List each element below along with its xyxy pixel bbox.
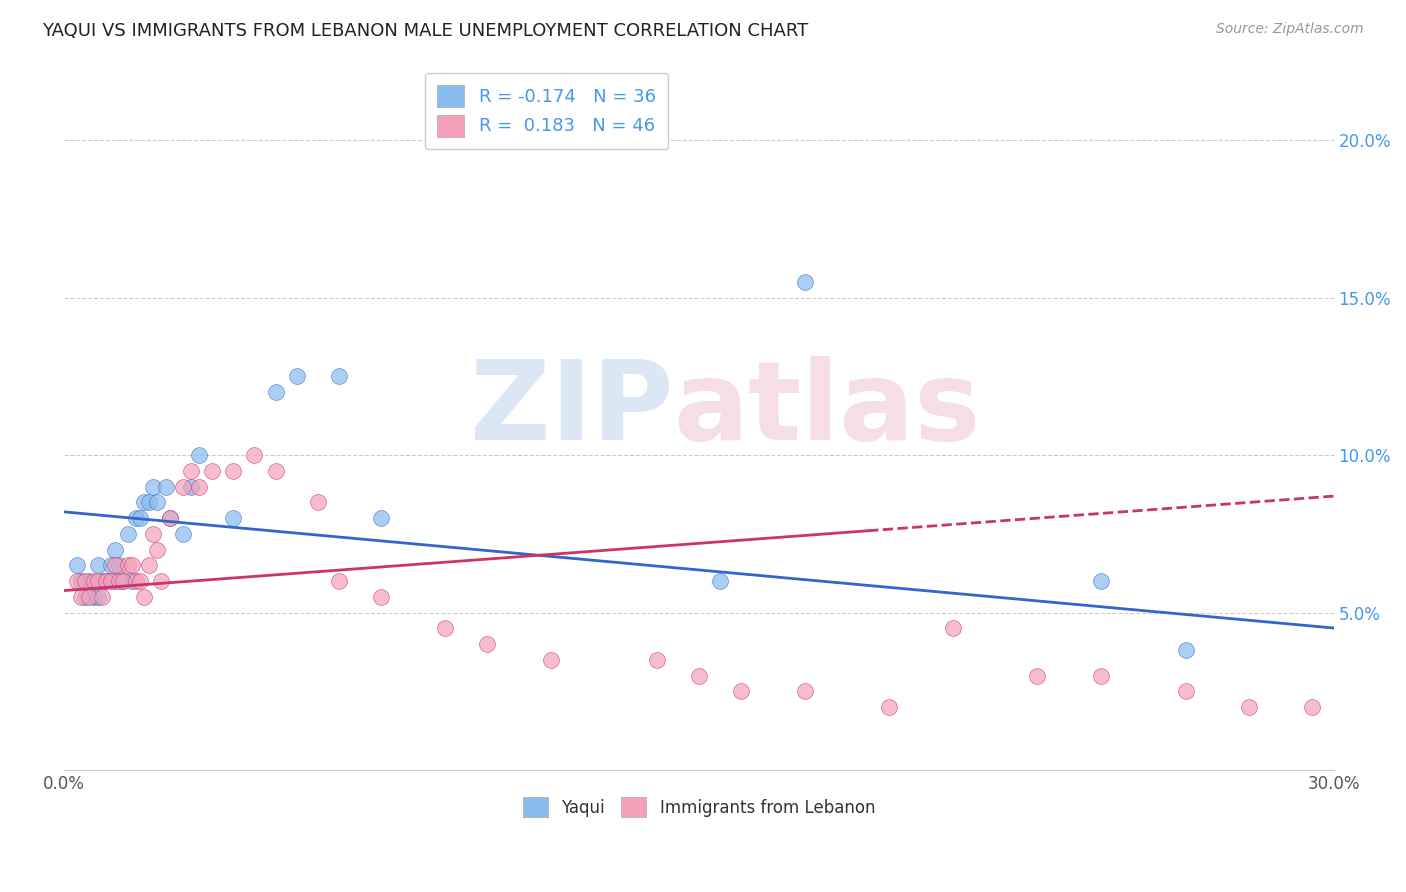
Point: [150, 574, 173, 588]
Point: [100, 558, 122, 573]
Point: [201, 464, 224, 478]
Point: [112, 574, 135, 588]
Point: [1174, 684, 1197, 698]
Point: [285, 369, 308, 384]
Point: [70, 574, 93, 588]
Point: [243, 448, 266, 462]
Point: [142, 527, 165, 541]
Point: [96, 574, 118, 588]
Point: [709, 574, 731, 588]
Point: [180, 480, 202, 494]
Point: [146, 495, 169, 509]
Point: [433, 621, 456, 635]
Point: [83, 590, 105, 604]
Point: [942, 621, 965, 635]
Point: [134, 590, 156, 604]
Point: [540, 653, 562, 667]
Point: [79, 574, 101, 588]
Point: [66, 574, 89, 588]
Point: [75, 590, 97, 604]
Point: [730, 684, 752, 698]
Point: [328, 369, 350, 384]
Point: [1237, 700, 1260, 714]
Point: [188, 480, 211, 494]
Text: YAQUI VS IMMIGRANTS FROM LEBANON MALE UNEMPLOYMENT CORRELATION CHART: YAQUI VS IMMIGRANTS FROM LEBANON MALE UN…: [42, 22, 808, 40]
Point: [142, 480, 165, 494]
Point: [104, 574, 127, 588]
Point: [121, 558, 143, 573]
Point: [328, 574, 350, 588]
Point: [180, 464, 202, 478]
Point: [155, 480, 177, 494]
Point: [138, 495, 160, 509]
Point: [222, 464, 245, 478]
Point: [129, 511, 152, 525]
Point: [1301, 700, 1323, 714]
Point: [264, 464, 287, 478]
Point: [172, 480, 194, 494]
Point: [370, 590, 392, 604]
Point: [87, 590, 110, 604]
Point: [146, 542, 169, 557]
Point: [96, 574, 118, 588]
Point: [87, 558, 110, 573]
Point: [104, 558, 127, 573]
Point: [134, 495, 156, 509]
Point: [645, 653, 668, 667]
Point: [75, 574, 97, 588]
Point: [159, 511, 181, 525]
Point: [370, 511, 392, 525]
Point: [222, 511, 245, 525]
Point: [91, 574, 114, 588]
Point: [688, 668, 710, 682]
Point: [877, 700, 900, 714]
Point: [307, 495, 329, 509]
Point: [79, 590, 101, 604]
Point: [125, 511, 148, 525]
Point: [1026, 668, 1049, 682]
Point: [112, 574, 135, 588]
Point: [1090, 574, 1112, 588]
Point: [121, 574, 143, 588]
Point: [477, 637, 499, 651]
Legend: Yaqui, Immigrants from Lebanon: Yaqui, Immigrants from Lebanon: [516, 790, 882, 824]
Text: atlas: atlas: [673, 357, 981, 463]
Point: [108, 574, 131, 588]
Point: [264, 385, 287, 400]
Text: Source: ZipAtlas.com: Source: ZipAtlas.com: [1216, 22, 1364, 37]
Point: [87, 574, 110, 588]
Point: [129, 574, 152, 588]
Point: [793, 684, 815, 698]
Point: [159, 511, 181, 525]
Point: [66, 558, 89, 573]
Point: [70, 590, 93, 604]
Point: [138, 558, 160, 573]
Point: [172, 527, 194, 541]
Point: [188, 448, 211, 462]
Point: [793, 275, 815, 289]
Text: ZIP: ZIP: [470, 357, 673, 463]
Point: [108, 558, 131, 573]
Point: [117, 558, 139, 573]
Point: [91, 590, 114, 604]
Point: [83, 574, 105, 588]
Point: [1090, 668, 1112, 682]
Point: [1174, 643, 1197, 657]
Point: [104, 542, 127, 557]
Point: [100, 574, 122, 588]
Point: [117, 527, 139, 541]
Point: [125, 574, 148, 588]
